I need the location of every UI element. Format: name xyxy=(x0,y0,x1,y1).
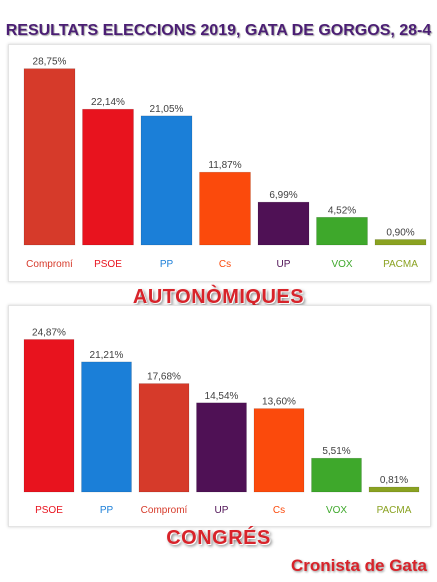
bar-pp xyxy=(81,361,132,493)
category-label-pacma: PACMA xyxy=(377,505,412,516)
bar-up xyxy=(196,402,247,493)
value-label-vox: 4,52% xyxy=(328,205,356,216)
autonomiques-bar-chart: 28,75% Compromí 22,14% PSOE 21,05% PP 11,87% Cs… xyxy=(23,57,427,270)
bar-psoe xyxy=(82,108,134,246)
value-label-cs: 11,87% xyxy=(208,160,241,171)
chart-title: RESULTATS ELECCIONS 2019, GATA DE GORGOS… xyxy=(5,22,432,39)
category-label-pp: PP xyxy=(160,259,174,270)
bar-vox xyxy=(311,457,362,493)
value-label-up: 14,54% xyxy=(205,391,239,402)
bar-pp xyxy=(140,115,193,246)
category-label-vox: VOX xyxy=(331,259,352,270)
value-label-compromi: 17,68% xyxy=(147,372,181,383)
credit-text: Cronista de Gata xyxy=(290,556,427,575)
congres-chart-panel: 24,87% PSOE 21,21% PP 17,68% Compromí 14,54% UP… xyxy=(8,305,431,527)
value-label-psoe: 22,14% xyxy=(91,97,125,108)
category-label-cs: Cs xyxy=(273,505,285,516)
category-label-vox: VOX xyxy=(326,505,347,516)
category-label-compromi: Compromí xyxy=(26,259,73,270)
bar-up xyxy=(257,201,310,246)
bar-vox xyxy=(316,216,368,246)
value-label-cs: 13,60% xyxy=(262,397,296,408)
bar-pacma xyxy=(368,486,420,493)
value-label-pacma: 0,81% xyxy=(380,475,408,486)
value-label-pacma: 0,90% xyxy=(386,227,414,238)
bar-compromi xyxy=(23,68,76,246)
bar-psoe xyxy=(23,339,75,493)
value-label-up: 6,99% xyxy=(269,190,297,201)
autonomiques-chart-panel: 28,75% Compromí 22,14% PSOE 21,05% PP 11,87% Cs… xyxy=(8,44,431,282)
category-label-psoe: PSOE xyxy=(35,505,63,516)
category-label-up: UP xyxy=(277,259,291,270)
congres-section-label: CONGRÉS xyxy=(166,527,271,549)
category-label-pacma: PACMA xyxy=(383,259,418,270)
value-label-compromi: 28,75% xyxy=(33,57,67,68)
congres-bar-chart: 24,87% PSOE 21,21% PP 17,68% Compromí 14,54% UP… xyxy=(23,327,420,516)
category-label-psoe: PSOE xyxy=(94,259,122,270)
value-label-pp: 21,21% xyxy=(90,350,124,361)
category-label-up: UP xyxy=(215,505,229,516)
bar-pacma xyxy=(374,239,427,246)
category-label-cs: Cs xyxy=(219,259,231,270)
category-label-pp: PP xyxy=(100,505,114,516)
bar-cs xyxy=(199,171,251,246)
value-label-vox: 5,51% xyxy=(322,446,350,457)
value-label-psoe: 24,87% xyxy=(32,327,66,338)
bar-cs xyxy=(253,408,305,493)
category-label-compromi: Compromí xyxy=(141,505,188,516)
value-label-pp: 21,05% xyxy=(150,104,184,115)
bar-compromi xyxy=(138,383,190,493)
autonomiques-section-label: AUTONÒMIQUES xyxy=(132,286,305,308)
